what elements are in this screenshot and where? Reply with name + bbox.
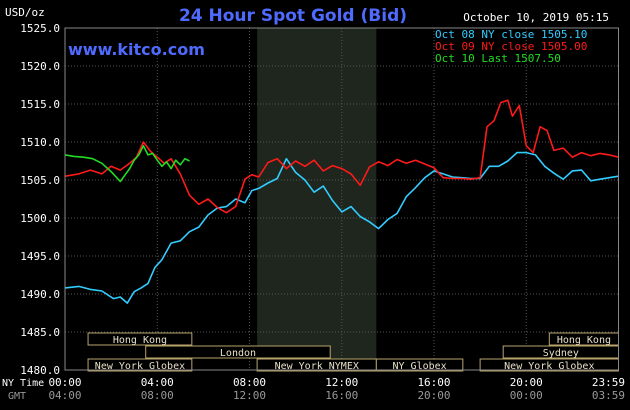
y-tick-label: 1480.0 <box>20 364 60 377</box>
x-tick-label-ny: 23:59 <box>592 376 625 389</box>
x-tick-label-gmt: 16:00 <box>325 389 358 402</box>
gmt-label: GMT <box>8 391 26 402</box>
legend: Oct 08 NY close 1505.10 Oct 09 NY close … <box>435 28 587 65</box>
x-tick-label-ny: 12:00 <box>325 376 358 389</box>
x-tick-label-gmt: 20:00 <box>417 389 450 402</box>
x-tick-label-gmt: 08:00 <box>141 389 174 402</box>
session-bar <box>87 332 193 346</box>
y-tick-label: 1510.0 <box>20 136 60 149</box>
series-line-0 <box>64 151 619 304</box>
session-label: New York Globex <box>504 361 594 372</box>
y-axis-ticks: 1480.0 1485.0 1490.0 1495.0 1500.0 1505.0 1510… <box>20 22 60 377</box>
y-tick-label: 1490.0 <box>20 288 60 301</box>
y-tick-label: 1500.0 <box>20 212 60 225</box>
x-tick-label-gmt: 03:59 <box>592 389 625 402</box>
x-tick-label-gmt: 00:00 <box>510 389 543 402</box>
x-tick-label-ny: 08:00 <box>233 376 266 389</box>
y-tick-label: 1525.0 <box>20 22 60 35</box>
session-label: Sydney <box>543 348 579 359</box>
session-label: New York NYMEX <box>275 361 359 372</box>
watermark: www.kitco.com <box>68 40 205 59</box>
session-bar <box>375 358 464 372</box>
series-line-1 <box>64 99 619 214</box>
session-bar <box>145 345 331 359</box>
x-tick-label-gmt: 12:00 <box>233 389 266 402</box>
y-tick-label: 1495.0 <box>20 250 60 263</box>
session-label: NY Globex <box>392 361 446 372</box>
x-tick-label-ny: 20:00 <box>510 376 543 389</box>
x-axis-ticks: 00:0004:0004:0008:0008:0012:0012:0016:00… <box>48 376 625 402</box>
y-tick-label: 1485.0 <box>20 326 60 339</box>
y-tick-label: 1515.0 <box>20 98 60 111</box>
price-lines <box>64 99 619 304</box>
session-label: Hong Kong <box>113 335 167 346</box>
session-label: Hong Kong <box>557 335 611 346</box>
session-bar <box>87 358 193 372</box>
x-tick-label-gmt: 04:00 <box>48 389 81 402</box>
units-label: USD/oz <box>5 6 45 19</box>
legend-entry-oct08: Oct 08 NY close 1505.10 <box>435 28 587 41</box>
series-line-2 <box>64 145 190 183</box>
plot-frame <box>64 27 619 371</box>
market-sessions: Hong Kong London New York Globex New York N… <box>87 332 619 372</box>
session-label: London <box>220 348 256 359</box>
legend-entry-oct10: Oct 10 Last 1507.50 <box>435 52 561 65</box>
y-tick-label: 1520.0 <box>20 60 60 73</box>
x-tick-label-ny: 16:00 <box>417 376 450 389</box>
chart-title: 24 Hour Spot Gold (Bid) <box>179 6 407 26</box>
ny-time-label: NY Time <box>2 378 44 389</box>
nymex-session-shade <box>257 28 377 370</box>
session-label: New York Globex <box>95 361 185 372</box>
legend-entry-oct09: Oct 09 NY close 1505.00 <box>435 40 587 53</box>
timestamp: October 10, 2019 05:15 <box>463 11 609 24</box>
x-tick-label-ny: 04:00 <box>141 376 174 389</box>
y-tick-label: 1505.0 <box>20 174 60 187</box>
x-tick-label-ny: 00:00 <box>48 376 81 389</box>
